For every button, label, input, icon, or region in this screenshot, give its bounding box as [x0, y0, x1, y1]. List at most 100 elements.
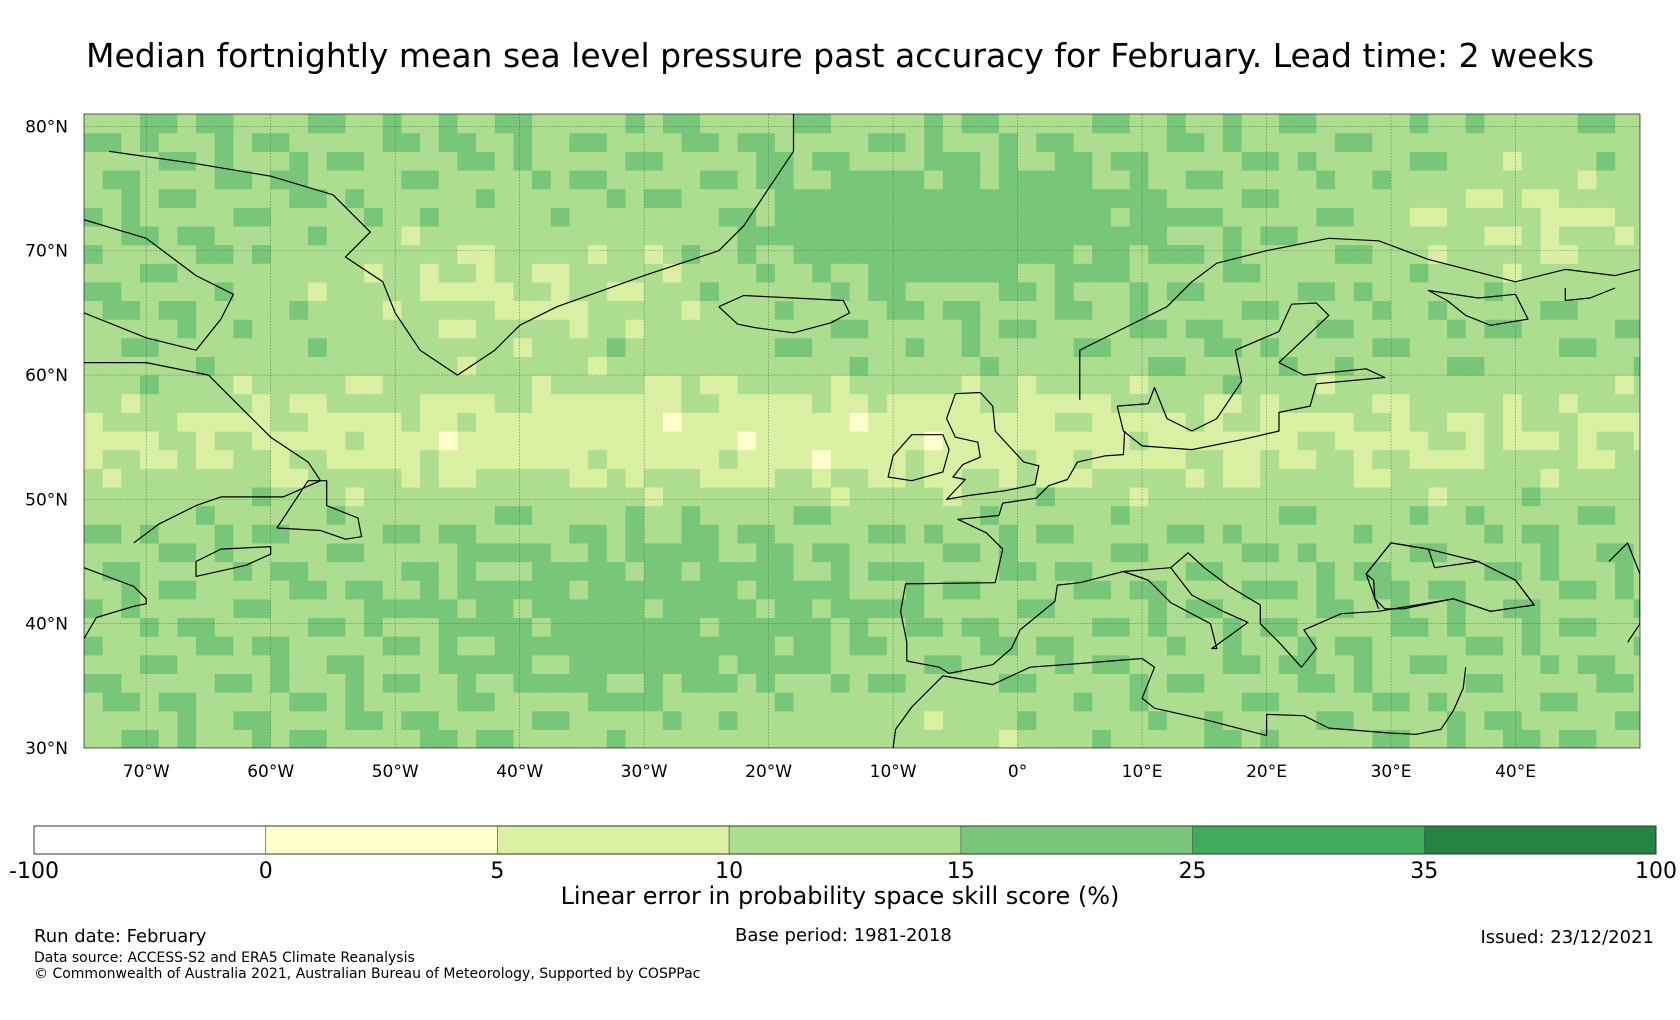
- skill-cell: [196, 356, 216, 376]
- skill-cell: [662, 542, 683, 563]
- skill-cell: [270, 524, 290, 544]
- skill-cell: [1484, 319, 1504, 339]
- skill-cell: [737, 729, 757, 748]
- skill-cell: [158, 319, 178, 339]
- skill-cell: [1073, 188, 1093, 208]
- skill-cell: [1129, 505, 1149, 525]
- skill-cell: [737, 337, 757, 358]
- skill-cell: [756, 486, 776, 507]
- skill-cell: [1148, 449, 1168, 469]
- skill-cell: [1185, 710, 1205, 730]
- skill-cell: [774, 300, 795, 320]
- skill-cell: [1110, 169, 1131, 190]
- skill-cell: [1372, 319, 1392, 339]
- skill-cell: [1540, 244, 1560, 264]
- skill-cell: [1279, 132, 1299, 152]
- skill-cell: [793, 486, 813, 507]
- skill-cell: [1503, 114, 1523, 134]
- skill-cell: [737, 431, 757, 451]
- skill-cell: [1204, 636, 1224, 656]
- skill-cell: [1241, 673, 1261, 693]
- skill-cell: [214, 356, 234, 376]
- skill-cell: [1279, 225, 1299, 246]
- skill-cell: [905, 692, 925, 712]
- skill-cell: [84, 337, 104, 358]
- skill-cell: [1484, 524, 1504, 544]
- skill-cell: [1577, 468, 1598, 488]
- skill-cell: [1241, 393, 1261, 413]
- skill-cell: [326, 263, 347, 283]
- skill-cell: [1577, 300, 1598, 320]
- skill-cell: [140, 692, 160, 712]
- skill-cell: [662, 337, 683, 358]
- skill-cell: [438, 169, 459, 190]
- skill-cell: [868, 542, 888, 563]
- skill-cell: [1615, 636, 1635, 656]
- baffin-coast: [84, 219, 234, 351]
- skill-cell: [1073, 580, 1093, 600]
- skill-cell: [625, 636, 645, 656]
- skill-cell: [1129, 654, 1149, 675]
- skill-cell: [625, 375, 645, 395]
- skill-cell: [308, 524, 328, 544]
- skill-cell: [233, 617, 253, 637]
- skill-cell: [644, 542, 664, 563]
- skill-cell: [1465, 486, 1485, 507]
- skill-cell: [1372, 169, 1392, 190]
- skill-cell: [1409, 431, 1429, 451]
- skill-cell: [252, 654, 272, 675]
- skill-cell: [121, 486, 141, 507]
- skill-cell: [158, 132, 178, 152]
- skill-cell: [1577, 505, 1598, 525]
- skill-cell: [700, 617, 720, 637]
- skill-cell: [196, 412, 216, 432]
- skill-cell: [924, 188, 944, 208]
- skill-cell: [625, 207, 645, 227]
- skill-cell: [140, 468, 160, 488]
- skill-cell: [1279, 505, 1299, 525]
- skill-cell: [550, 654, 571, 675]
- skill-cell: [961, 505, 981, 525]
- skill-cell: [756, 412, 776, 432]
- skill-cell: [102, 542, 122, 563]
- skill-cell: [1521, 636, 1542, 656]
- skill-cell: [1297, 561, 1317, 581]
- skill-cell: [289, 188, 309, 208]
- skill-cell: [980, 412, 1000, 432]
- skill-cell: [644, 598, 664, 619]
- skill-cell: [1409, 263, 1429, 283]
- skill-cell: [1335, 580, 1355, 600]
- skill-cell: [961, 356, 981, 376]
- skill-cell: [401, 375, 421, 395]
- skill-cell: [961, 692, 981, 712]
- skill-cell: [1409, 393, 1429, 413]
- skill-cell: [420, 598, 440, 619]
- skill-cell: [1615, 412, 1635, 432]
- longitude-label: 50°W: [372, 762, 419, 782]
- skill-cell: [569, 412, 589, 432]
- skill-cell: [812, 225, 832, 246]
- skill-cell: [457, 542, 477, 563]
- skill-cell: [830, 561, 851, 581]
- skill-cell: [1129, 617, 1149, 637]
- skill-cell: [980, 337, 1000, 358]
- skill-cell: [1353, 580, 1373, 600]
- skill-cell: [1465, 188, 1485, 208]
- skill-cell: [569, 281, 589, 302]
- skill-cell: [681, 300, 701, 320]
- skill-cell: [140, 654, 160, 675]
- skill-cell: [438, 468, 459, 488]
- baltic-coast: [1116, 302, 1386, 451]
- skill-cell: [214, 692, 234, 712]
- skill-cell: [1391, 188, 1411, 208]
- skill-cell: [1596, 580, 1616, 600]
- skill-cell: [1204, 449, 1224, 469]
- skill-cell: [420, 468, 440, 488]
- skill-cell: [1428, 375, 1448, 395]
- skill-cell: [476, 505, 496, 525]
- skill-cell: [1092, 673, 1112, 693]
- skill-cell: [718, 524, 739, 544]
- skill-cell: [793, 244, 813, 264]
- skill-cell: [1633, 636, 1640, 656]
- skill-cell: [942, 356, 963, 376]
